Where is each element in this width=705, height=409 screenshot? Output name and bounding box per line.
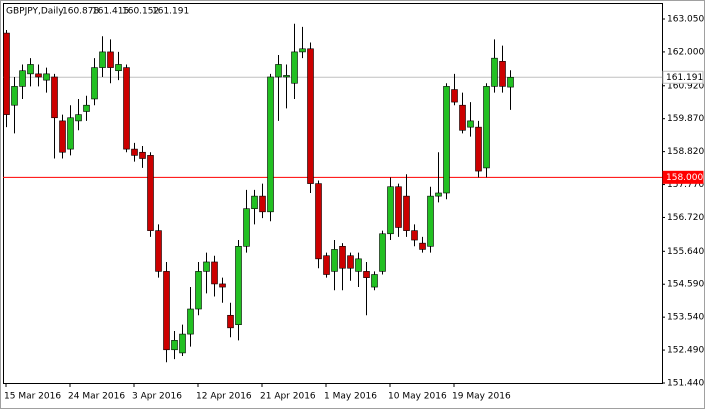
- candle-body: [75, 114, 82, 122]
- level-label: 158.000: [666, 173, 703, 183]
- candle-body: [59, 120, 66, 153]
- y-tick-label: 156.720: [667, 213, 704, 223]
- ohlc-value: 160.152: [122, 7, 159, 17]
- x-tick-label: 12 Apr 2016: [196, 392, 252, 402]
- candle-body: [331, 249, 338, 272]
- candle-body: [243, 208, 250, 247]
- y-tick-label: 157.770: [667, 180, 704, 190]
- candle-body: [347, 255, 354, 269]
- candle-body: [419, 242, 426, 250]
- candle-body: [3, 32, 10, 115]
- candle-body: [467, 120, 474, 128]
- candle-body: [155, 230, 162, 272]
- y-tick-label: 160.920: [667, 81, 704, 91]
- candle-body: [35, 73, 42, 78]
- candle-body: [435, 192, 442, 197]
- candle-body: [19, 70, 26, 87]
- candle-body: [227, 314, 234, 329]
- candle-body: [267, 76, 274, 213]
- level-label: 161.191: [666, 73, 703, 83]
- candle-body: [163, 271, 170, 351]
- candle-body: [171, 340, 178, 351]
- candle-body: [195, 271, 202, 310]
- symbol-label: GBPJPY,Daily: [6, 7, 64, 17]
- candle-body: [115, 64, 122, 72]
- candle-body: [291, 51, 298, 84]
- ohlc-value: 161.415: [92, 7, 129, 17]
- candle-body: [379, 233, 386, 272]
- candle-body: [483, 86, 490, 169]
- candle-body: [211, 261, 218, 285]
- candle-body: [219, 283, 226, 288]
- x-tick-label: 10 May 2016: [388, 392, 447, 402]
- y-tick-label: 155.640: [667, 247, 704, 257]
- candle-body: [139, 151, 146, 159]
- candle-body: [475, 126, 482, 172]
- candle-body: [315, 183, 322, 260]
- candle-body: [371, 274, 378, 288]
- x-tick-label: 24 Mar 2016: [68, 392, 125, 402]
- candle-body: [259, 195, 266, 213]
- candle-body: [275, 64, 282, 78]
- candle-body: [83, 104, 90, 112]
- candle-body: [427, 195, 434, 247]
- candle-body: [451, 89, 458, 103]
- candle-body: [43, 73, 50, 81]
- ohlc-value: 161.191: [152, 7, 189, 17]
- candle-body: [355, 258, 362, 272]
- candle-body: [443, 86, 450, 194]
- y-tick-label: 152.490: [667, 346, 704, 356]
- candle-body: [131, 148, 138, 156]
- candle-body: [299, 48, 306, 53]
- candle-body: [99, 51, 106, 68]
- candle-body: [491, 57, 498, 87]
- candle-body: [147, 155, 154, 231]
- level-box: [662, 70, 704, 84]
- candle-body: [91, 67, 98, 100]
- candle-body: [403, 195, 410, 231]
- candle-body: [11, 86, 18, 106]
- candle-body: [107, 51, 114, 68]
- y-tick-label: 153.540: [667, 313, 704, 323]
- candle-body: [507, 76, 514, 88]
- candle-body: [395, 186, 402, 228]
- candle-body: [283, 75, 290, 78]
- x-tick-label: 21 Apr 2016: [260, 392, 316, 402]
- x-tick-label: 15 Mar 2016: [4, 392, 61, 402]
- candle-body: [387, 186, 394, 235]
- x-tick-label: 1 May 2016: [324, 392, 377, 402]
- y-tick-label: 151.440: [667, 379, 704, 389]
- ohlc-value: 160.878: [62, 7, 99, 17]
- y-tick-label: 154.590: [667, 280, 704, 290]
- x-tick-label: 3 Apr 2016: [132, 392, 182, 402]
- plot-border: [3, 3, 663, 384]
- candle-body: [203, 261, 210, 272]
- candle-body: [307, 48, 314, 184]
- y-tick-label: 163.050: [667, 14, 704, 24]
- candle-body: [235, 246, 242, 325]
- level-box: [662, 170, 704, 184]
- candle-body: [67, 117, 74, 150]
- x-tick-label: 19 May 2016: [452, 392, 511, 402]
- candle-body: [323, 255, 330, 275]
- candle-body: [339, 246, 346, 269]
- candle-body: [251, 195, 258, 209]
- candle-body: [411, 230, 418, 241]
- candle-body: [179, 333, 186, 354]
- candle-body: [459, 104, 466, 131]
- y-tick-label: 162.000: [667, 47, 704, 57]
- y-tick-label: 159.870: [667, 114, 704, 124]
- candle-body: [51, 76, 58, 119]
- candle-body: [187, 308, 194, 335]
- candle-body: [27, 64, 34, 75]
- candle-body: [499, 61, 506, 87]
- candle-body: [123, 67, 130, 150]
- y-tick-label: 158.820: [667, 147, 704, 157]
- candle-body: [363, 271, 370, 278]
